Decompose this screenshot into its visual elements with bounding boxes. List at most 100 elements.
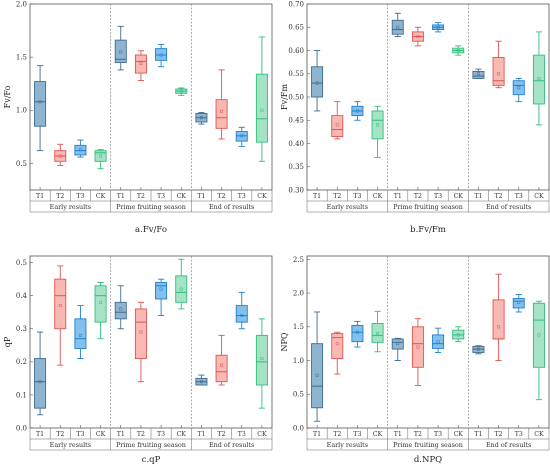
box-t3 [74,305,87,359]
box-t1 [472,68,485,79]
mean-marker [456,333,460,337]
iqr-box [34,358,47,409]
mean-marker [436,340,440,344]
mean-marker [476,72,480,76]
iqr-box [235,305,248,323]
mean-marker [517,86,521,90]
mean-marker [376,332,380,336]
box-t1 [311,50,324,112]
plot-frame [306,255,550,429]
panel-a-fv-fo: 0.5 1.0 1.5 2.0 Fv/Fo T1 T2 T3 CK T1 T2 T3 CK T1 T2 T3 C… [3,0,273,235]
box-t1 [311,311,324,422]
mean-marker [58,154,62,158]
y-tick-label: 2.0 [293,289,304,297]
box-t2 [492,273,505,361]
y-tick-label: 0.60 [288,47,304,55]
box-ck [175,258,188,310]
treatment-label: T2 [414,431,422,438]
iqr-box [114,301,127,320]
mean-marker [315,81,319,85]
iqr-box [371,323,384,343]
group-label: End of results [209,203,254,211]
treatment-label: T2 [414,193,422,200]
mean-marker [240,314,244,317]
y-tick-label: 0.5 [16,160,27,168]
treatment-label: T3 [515,193,523,200]
treatment-label: T3 [76,193,84,200]
group-label: Prime fruiting season [116,441,186,449]
y-tick-label: 0.30 [288,186,304,194]
box-ck [371,105,384,158]
y-axis-label: NPQ [280,332,289,351]
mean-marker [38,100,42,104]
mean-marker [476,347,480,351]
y-tick-label: 0.40 [288,140,304,148]
treatment-label: T1 [474,431,482,438]
box-t3 [235,291,248,330]
treatment-label: T1 [394,193,402,200]
box-t3 [432,327,445,353]
treatment-label: T2 [495,193,503,200]
box-t2 [411,26,424,47]
group-label: Prime fruiting season [116,203,186,211]
mean-marker [139,62,143,65]
y-axis-label: qP [3,336,12,347]
y-tick-label: 0.5 [293,391,304,399]
box-t1 [391,12,404,37]
treatment-label: T1 [117,193,125,200]
mean-marker [396,25,400,29]
mean-marker [396,342,400,346]
treatment-label: T1 [36,431,44,438]
mean-marker [78,333,82,337]
iqr-box [74,318,87,350]
mean-marker [260,357,264,360]
group-label: Prime fruiting season [393,203,463,211]
treatment-label: T3 [515,431,523,438]
treatment-label: CK [454,431,464,438]
treatment-label: T3 [434,193,442,200]
treatment-label: T1 [197,431,205,438]
iqr-box [155,48,168,61]
treatment-label: CK [257,431,267,438]
y-tick-label: 0.70 [288,0,304,8]
treatment-label: T2 [218,193,226,200]
mean-marker [99,300,103,304]
box-t3 [512,77,525,103]
box-t3 [512,293,525,313]
mean-marker [376,123,380,127]
y-tick-label: 0.1 [16,391,27,399]
box-ck [255,36,268,162]
treatment-label: T2 [56,193,64,200]
y-tick-label: 2.0 [16,0,27,8]
y-tick-label: 1.5 [293,323,304,331]
box-t2 [411,318,424,386]
treatment-label: T3 [238,431,246,438]
mean-marker [416,345,420,349]
y-tick-label: 0.55 [288,70,304,78]
iqr-box [175,275,188,303]
iqr-box [371,110,384,140]
treatment-label: CK [177,193,187,200]
treatment-label: T3 [157,193,165,200]
treatment-label: T2 [137,431,145,438]
box-t2 [215,334,228,386]
treatment-label: T3 [238,193,246,200]
mean-marker [335,342,339,346]
y-tick-label: 1.0 [16,107,27,115]
mean-marker [220,109,224,113]
group-label: Early results [50,203,91,211]
box-t2 [134,50,147,81]
mean-marker [537,76,541,80]
group-label: End of results [209,441,254,449]
y-tick-label: 1.0 [293,357,304,365]
box-t3 [74,139,87,158]
box-ck [452,326,465,343]
mean-marker [355,109,359,113]
treatment-label: T2 [218,431,226,438]
iqr-box [432,334,445,349]
mean-marker [159,53,163,57]
treatment-label: T3 [353,193,361,200]
iqr-box [134,54,147,74]
treatment-label: CK [373,431,383,438]
box-t1 [34,65,47,152]
